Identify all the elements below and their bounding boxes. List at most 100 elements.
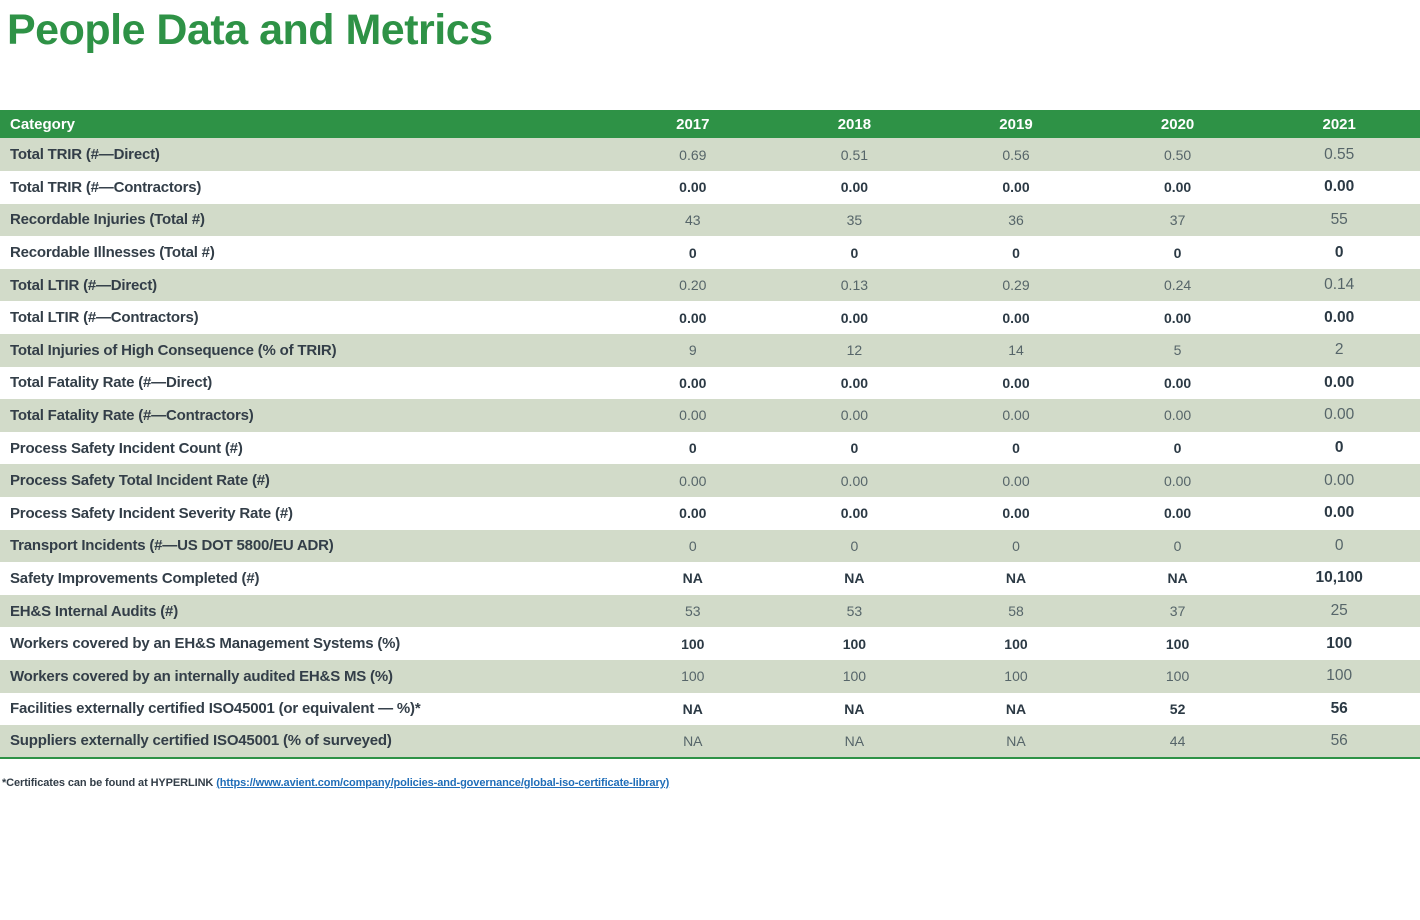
cell-value: 37 <box>1169 603 1186 620</box>
cell-value: 0 <box>688 440 697 457</box>
table-row: Total LTIR (#—Direct) 0.20 0.13 0.29 0.24 0.1… <box>0 268 1420 302</box>
cell-value: 0.00 <box>1324 178 1355 196</box>
row-category-label: Facilities externally certified ISO45001… <box>10 700 421 718</box>
row-category-label: Total LTIR (#—Direct) <box>10 276 157 294</box>
row-category-label: Total Injuries of High Consequence (% of… <box>10 341 337 359</box>
cell-value: 2 <box>1334 341 1344 359</box>
row-category-label: Process Safety Total Incident Rate (#) <box>10 472 270 490</box>
cell-value: 0.24 <box>1163 277 1192 294</box>
cell-value: 0.00 <box>679 374 707 391</box>
cell-value: 0.29 <box>1002 277 1030 294</box>
cell-value: 0.00 <box>679 505 707 522</box>
column-header-year-2017: 2017 <box>612 110 774 139</box>
row-category-label: EH&S Internal Audits (#) <box>10 602 178 620</box>
cell-value: 0 <box>850 537 859 554</box>
cell-value: 0.00 <box>1163 374 1192 391</box>
cell-value: 100 <box>1004 635 1028 652</box>
cell-value: NA <box>682 570 703 587</box>
cell-value: 0.00 <box>1163 505 1192 522</box>
cell-value: 0.00 <box>840 309 869 326</box>
cell-value: 53 <box>846 603 863 620</box>
cell-value: 43 <box>685 211 701 228</box>
column-header-year-2020: 2020 <box>1096 110 1259 139</box>
cell-value: 58 <box>1008 603 1024 620</box>
row-category-label: Process Safety Incident Severity Rate (#… <box>10 504 293 522</box>
cell-value: 0.69 <box>679 146 707 163</box>
cell-value: 0.00 <box>1163 407 1192 424</box>
cell-value: 100 <box>1165 635 1190 652</box>
row-category-label: Total Fatality Rate (#—Direct) <box>10 374 213 392</box>
cell-value: 0 <box>1334 243 1344 261</box>
cell-value: 14 <box>1008 342 1024 359</box>
cell-value: 0.00 <box>1163 309 1192 326</box>
page-title: People Data and Metrics <box>7 6 493 54</box>
cell-value: 0.13 <box>840 277 869 294</box>
cell-value: 25 <box>1330 602 1348 620</box>
cell-value: 52 <box>1169 700 1186 717</box>
cell-value: 0 <box>850 440 859 457</box>
cell-value: 0.00 <box>1163 472 1192 489</box>
cell-value: 0.00 <box>1324 406 1355 424</box>
cell-value: 0 <box>1173 537 1182 554</box>
cell-value: 0.00 <box>1002 472 1030 489</box>
cell-value: 37 <box>1169 211 1186 228</box>
footnote: *Certificates can be found at HYPERLINK … <box>2 777 1420 789</box>
table-row: Total Fatality Rate (#—Direct) 0.00 0.00 0.… <box>0 366 1420 400</box>
cell-value: 0.00 <box>1163 179 1192 196</box>
cell-value: 100 <box>1326 667 1353 685</box>
column-header-category: Category <box>0 110 612 139</box>
cell-value: NA <box>1006 732 1026 749</box>
cell-value: 9 <box>688 342 697 359</box>
cell-value: 0 <box>688 537 697 554</box>
cell-value: NA <box>1005 700 1027 717</box>
cell-value: 0.00 <box>840 407 869 424</box>
cell-value: 55 <box>1330 210 1348 228</box>
cell-value: 44 <box>1169 732 1186 749</box>
cell-value: 0.00 <box>679 309 707 326</box>
table-row: Workers covered by an internally audited… <box>0 659 1420 693</box>
cell-value: 53 <box>685 603 701 620</box>
cell-value: 0.51 <box>840 146 869 163</box>
table-row: Process Safety Incident Count (#) 0 0 0 0 0 <box>0 431 1420 465</box>
cell-value: NA <box>682 700 703 717</box>
cell-value: 0.00 <box>840 374 869 391</box>
cell-value: 0.00 <box>1002 505 1030 522</box>
table-row: Suppliers externally certified ISO45001 … <box>0 725 1420 758</box>
cell-value: 0.00 <box>1324 471 1355 489</box>
footnote-text: *Certificates can be found at HYPERLINK <box>2 776 217 789</box>
people-metrics-table: Category 2017 2018 2019 2020 2021 Total TRIR … <box>0 110 1420 759</box>
cell-value: 0.00 <box>1324 308 1355 326</box>
table-row: Recordable Illnesses (Total #) 0 0 0 0 0 <box>0 236 1420 269</box>
cell-value: 56 <box>1330 699 1348 717</box>
row-category-label: Total LTIR (#—Contractors) <box>10 309 199 327</box>
cell-value: 0 <box>1012 244 1020 261</box>
cell-value: 100 <box>1004 668 1028 685</box>
cell-value: 0.56 <box>1002 146 1030 163</box>
cell-value: 0 <box>1334 439 1344 457</box>
cell-value: 0.00 <box>1002 374 1030 391</box>
row-category-label: Recordable Illnesses (Total #) <box>10 244 215 262</box>
cell-value: 56 <box>1330 731 1348 749</box>
cell-value: NA <box>844 700 865 717</box>
cell-value: 0.55 <box>1324 145 1355 163</box>
cell-value: NA <box>844 732 865 749</box>
table-row: Process Safety Incident Severity Rate (#… <box>0 496 1420 530</box>
table-row: Safety Improvements Completed (#) NA NA NA N… <box>0 562 1420 595</box>
cell-value: 0.50 <box>1163 146 1192 163</box>
row-category-label: Workers covered by an EH&S Management Sy… <box>10 635 401 653</box>
table-row: EH&S Internal Audits (#) 53 53 58 37 25 <box>0 594 1420 628</box>
footnote-link[interactable]: (https://www.avient.com/company/policies… <box>216 776 670 789</box>
column-header-year-2021: 2021 <box>1258 110 1420 139</box>
table-row: Facilities externally certified ISO45001… <box>0 692 1420 726</box>
table-row: Workers covered by an EH&S Management Sy… <box>0 627 1420 660</box>
cell-value: 100 <box>842 668 867 685</box>
table-row: Total TRIR (#—Contractors) 0.00 0.00 0.00 0.… <box>0 171 1420 204</box>
cell-value: 0.00 <box>1324 373 1355 391</box>
cell-value: 35 <box>846 211 863 228</box>
row-category-label: Process Safety Incident Count (#) <box>10 439 243 457</box>
row-category-label: Total Fatality Rate (#—Contractors) <box>10 406 254 424</box>
row-category-label: Recordable Injuries (Total #) <box>10 211 205 229</box>
cell-value: 0 <box>1012 537 1020 554</box>
cell-value: 0.00 <box>1324 504 1355 522</box>
